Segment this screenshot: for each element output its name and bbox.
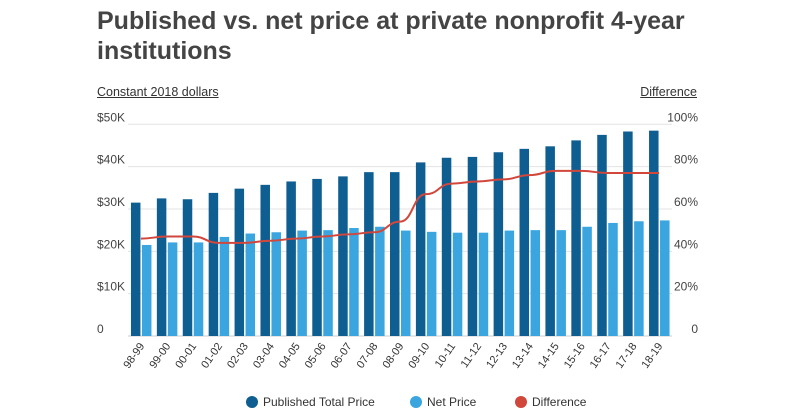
bar-published-total-price xyxy=(182,199,193,336)
bar-net-price xyxy=(556,230,566,336)
x-tick-label: 13-14 xyxy=(510,341,536,371)
bar-net-price xyxy=(478,232,489,336)
bar-published-total-price xyxy=(571,140,581,336)
x-tick-label: 12-13 xyxy=(484,341,510,371)
x-tick-label: 14-15 xyxy=(536,341,562,371)
x-tick-label: 16-17 xyxy=(588,341,614,371)
x-tick-label: 11-12 xyxy=(459,341,485,370)
legend-marker xyxy=(410,396,422,408)
right-tick-label: 60% xyxy=(674,195,698,209)
left-tick-label: $30K xyxy=(97,195,125,209)
bar-published-total-price xyxy=(493,152,504,336)
bar-net-price xyxy=(504,230,515,336)
bar-net-price xyxy=(426,231,437,336)
bar-net-price xyxy=(193,242,204,336)
x-tick-label: 00-01 xyxy=(173,341,199,371)
bar-published-total-price xyxy=(649,130,659,336)
x-tick-label: 03-04 xyxy=(251,341,277,371)
chart-title: Published vs. net price at private nonpr… xyxy=(97,7,685,65)
bar-published-total-price xyxy=(208,192,219,336)
bar-published-total-price xyxy=(312,178,322,336)
bar-published-total-price xyxy=(234,188,245,336)
left-tick-label: $20K xyxy=(97,237,125,251)
right-tick-label: 40% xyxy=(674,237,698,251)
bar-net-price xyxy=(452,232,463,336)
x-tick-label: 98-99 xyxy=(121,341,147,371)
bar-published-total-price xyxy=(623,131,633,336)
left-tick-label: $10K xyxy=(97,280,125,294)
x-tick-label: 01-02 xyxy=(199,341,225,371)
right-tick-label: 20% xyxy=(674,280,698,294)
right-tick-label: 80% xyxy=(674,153,698,167)
right-tick-label: 100% xyxy=(667,110,698,124)
bar-published-total-price xyxy=(286,181,296,336)
bar-published-total-price xyxy=(545,146,555,336)
bar-net-price xyxy=(582,226,592,336)
line-difference xyxy=(140,169,660,244)
bar-net-price xyxy=(245,233,256,336)
bar-published-total-price xyxy=(467,156,478,336)
x-tick-label: 08-09 xyxy=(380,341,406,371)
bar-net-price xyxy=(634,221,644,336)
x-tick-label: 05-06 xyxy=(303,341,329,371)
x-tick-label: 99-00 xyxy=(147,341,173,371)
bar-published-total-price xyxy=(156,198,167,336)
bar-net-price xyxy=(141,244,152,336)
x-tick-label: 07-08 xyxy=(355,341,381,371)
legend-label: Difference xyxy=(532,395,587,409)
bar-net-price xyxy=(167,242,178,336)
x-tick-label: 18-19 xyxy=(640,341,666,371)
x-tick-label: 06-07 xyxy=(329,341,355,371)
bar-net-price xyxy=(375,226,385,336)
bar-published-total-price xyxy=(130,202,141,336)
x-tick-label: 17-18 xyxy=(614,341,640,371)
left-axis-label: Constant 2018 dollars xyxy=(97,85,219,99)
bar-net-price xyxy=(660,220,670,336)
bar-published-total-price xyxy=(338,176,348,336)
legend-label: Published Total Price xyxy=(263,395,375,409)
right-tick-label: 0 xyxy=(691,322,698,336)
bar-published-total-price xyxy=(441,157,452,336)
bar-net-price xyxy=(323,230,333,336)
bar-net-price xyxy=(401,230,411,336)
x-tick-label: 15-16 xyxy=(562,341,588,371)
legend-marker xyxy=(515,396,527,408)
bar-net-price xyxy=(608,222,618,336)
legend-marker xyxy=(246,396,258,408)
x-tick-label: 02-03 xyxy=(225,341,251,371)
legend-label: Net Price xyxy=(427,395,477,409)
bar-published-total-price xyxy=(364,172,374,336)
bar-published-total-price xyxy=(415,162,426,336)
left-tick-label: $50K xyxy=(97,110,125,124)
bar-net-price xyxy=(530,230,541,336)
bar-net-price xyxy=(271,232,281,336)
bar-published-total-price xyxy=(260,184,270,336)
x-tick-label: 10-11 xyxy=(433,341,459,370)
bar-net-price xyxy=(297,230,307,336)
bar-net-price xyxy=(349,228,359,336)
left-tick-label: 0 xyxy=(97,322,104,336)
bar-published-total-price xyxy=(597,134,607,336)
right-axis-label: Difference xyxy=(640,85,697,99)
left-tick-label: $40K xyxy=(97,153,125,167)
x-tick-label: 04-05 xyxy=(277,341,303,371)
bar-published-total-price xyxy=(390,172,400,336)
bar-published-total-price xyxy=(519,148,530,336)
bar-net-price xyxy=(219,236,230,336)
x-tick-label: 09-10 xyxy=(406,341,432,371)
